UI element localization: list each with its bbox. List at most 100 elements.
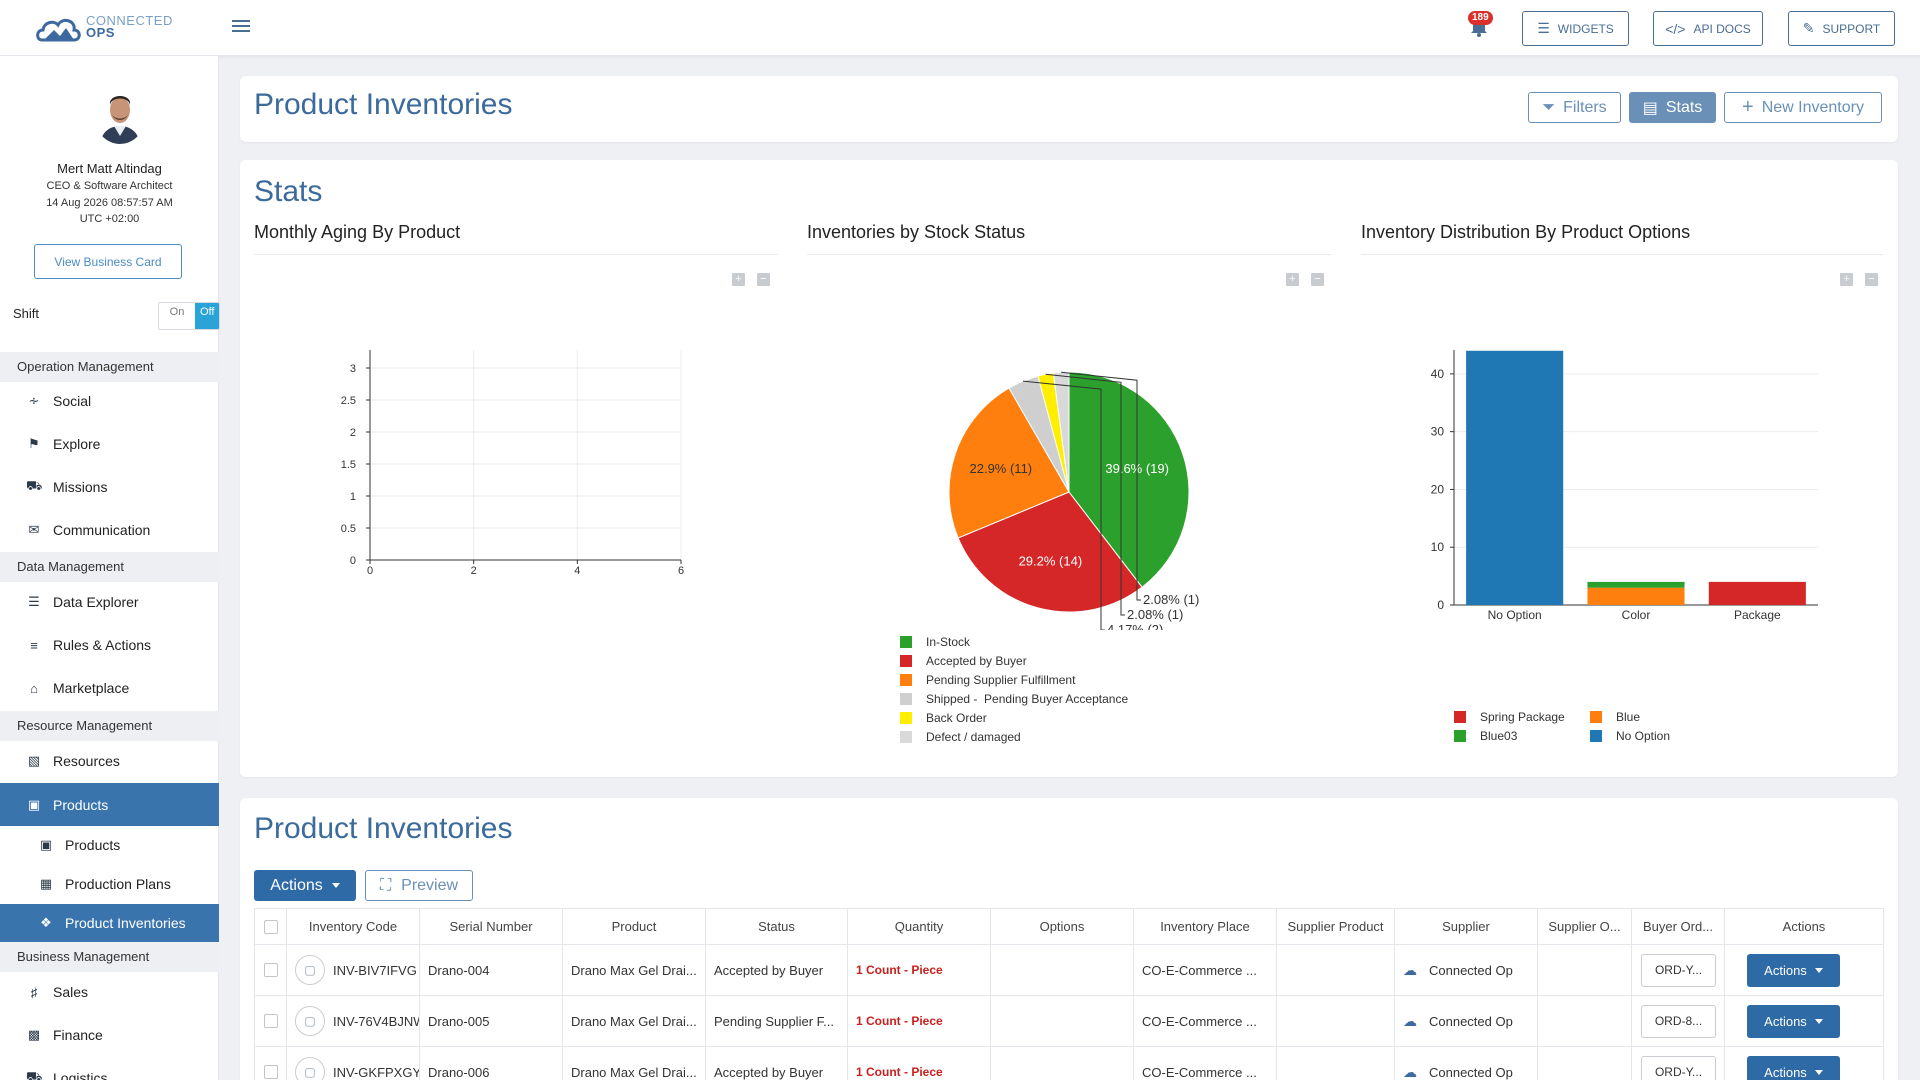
sidebar-item-explore[interactable]: ⚑ Explore [0,425,219,463]
sidebar-item-missions[interactable]: ⛟ Missions [0,468,219,506]
sidebar-subitem-production-plans[interactable]: ▦ Production Plans [0,865,219,903]
pie-legend-item[interactable]: Back Order [900,708,1128,727]
pie-slice[interactable] [948,387,1070,539]
divider [254,254,778,255]
inventory-code[interactable]: INV-76V4BJNW [333,1013,420,1029]
table-row[interactable]: ▢ INV-BIV7IFVG Drano-004 Drano Max Gel Drai… [255,945,1883,996]
view-business-card-button[interactable]: View Business Card [34,244,182,279]
pie-leader-line [1061,371,1141,601]
bar-segment[interactable] [1708,581,1806,605]
sidebar-item-products[interactable]: ▣ Products [0,783,219,826]
column-header-options[interactable]: Options [991,909,1134,944]
sidebar-item-marketplace[interactable]: ⌂ Marketplace [0,669,219,707]
zoom-out-icon[interactable]: − [1865,273,1878,286]
preview-button[interactable]: ⛶ Preview [365,870,473,901]
sidebar-item-finance[interactable]: ▩ Finance [0,1016,219,1054]
bar-legend-item[interactable]: No Option [1590,726,1710,745]
pie-legend-item[interactable]: In-Stock [900,632,1128,651]
section-business-management: Business Management [0,942,219,972]
zoom-out-icon[interactable]: − [1311,273,1324,286]
pie-legend-item[interactable]: Defect / damaged [900,727,1128,746]
buyer-order-button[interactable]: ORD-Y... [1641,953,1716,987]
inventory-code[interactable]: INV-BIV7IFVG [333,962,417,978]
table-row[interactable]: ▢ INV-GKFPXGYA Drano-006 Drano Max Gel Drai… [255,1047,1883,1080]
select-all-checkbox[interactable] [263,919,278,934]
sidebar-item-sales[interactable]: ♯ Sales [0,973,219,1011]
buyer-order-button[interactable]: ORD-Y... [1641,1055,1716,1080]
sidebar-item-resources[interactable]: ▧ Resources [0,742,219,780]
row-actions-button[interactable]: Actions [1747,1055,1840,1080]
bulk-actions-button[interactable]: Actions [254,870,356,901]
new-inventory-button[interactable]: + New Inventory [1724,92,1882,123]
pie-legend-item[interactable]: Pending Supplier Fulfillment [900,670,1128,689]
column-header-supplier-product[interactable]: Supplier Product [1277,909,1395,944]
stats-button[interactable]: ▤ Stats [1629,92,1716,123]
inventory-place: CO-E-Commerce ... [1142,962,1257,978]
table-cell: ORD-8... [1632,996,1725,1046]
pie-legend-item[interactable]: Shipped - Pending Buyer Acceptance [900,689,1128,708]
sidebar-subitem-products[interactable]: ▣ Products [0,826,219,864]
column-header-supplier[interactable]: Supplier [1395,909,1538,944]
zoom-in-icon[interactable]: + [732,273,745,286]
filters-button[interactable]: ⏷ Filters [1528,92,1621,123]
widgets-button[interactable]: ☰ WIDGETS [1522,11,1629,46]
zoom-out-icon[interactable]: − [757,273,770,286]
table-cell [991,1047,1134,1080]
pie-slice[interactable] [1068,371,1190,588]
bar-legend-item[interactable]: Blue03 [1454,726,1590,745]
row-checkbox[interactable] [263,963,278,977]
avatar[interactable] [94,86,146,144]
connected-ops-logo[interactable]: CONNECTED OPS [36,12,186,46]
column-header-inventory-code[interactable]: Inventory Code [287,909,420,944]
bar-legend-item[interactable]: Spring Package [1454,707,1590,726]
column-header-buyer-order[interactable]: Buyer Ord... [1632,909,1725,944]
bar-segment[interactable] [1466,350,1564,605]
api-docs-button[interactable]: </> API DOCS [1653,11,1763,46]
sidebar-item-communication[interactable]: ✉ Communication [0,511,219,549]
row-actions-button[interactable]: Actions [1747,1004,1840,1038]
x-tick-label: 2 [471,565,477,577]
row-checkbox[interactable] [263,1065,278,1079]
sidebar-item-logistics[interactable]: ⛟ Logistics [0,1059,219,1080]
column-header-supplier-order[interactable]: Supplier O... [1538,909,1632,944]
buyer-order-button[interactable]: ORD-8... [1641,1004,1716,1038]
table-cell: ORD-Y... [1632,1047,1725,1080]
row-checkbox[interactable] [263,1014,278,1028]
column-header-quantity[interactable]: Quantity [848,909,991,944]
shift-off-option[interactable]: Off [195,303,219,329]
table-cell [255,996,287,1046]
bar-legend-item[interactable]: Blue [1590,707,1710,726]
table-cell: ☁ Connected Op [1395,945,1538,995]
inventory-code[interactable]: INV-GKFPXGYA [333,1064,420,1080]
pie-legend-item[interactable]: Accepted by Buyer [900,651,1128,670]
table-cell: Actions [1725,996,1883,1046]
menu-toggle-icon[interactable] [232,17,250,35]
sidebar-subitem-product-inventories[interactable]: ❖ Product Inventories [0,904,219,942]
table-cell: ▢ INV-GKFPXGYA [287,1047,420,1080]
user-photo [94,86,146,144]
table-row[interactable]: ▢ INV-76V4BJNW Drano-005 Drano Max Gel Drai… [255,996,1883,1047]
column-header-serial-number[interactable]: Serial Number [420,909,563,944]
table-cell: 1 Count - Piece [848,945,991,995]
legend-swatch [900,730,912,743]
y-tick-label: 1.5 [341,459,356,471]
sidebar-item-rules-actions[interactable]: ≡ Rules & Actions [0,626,219,664]
bulk-actions-label: Actions [270,876,323,894]
zoom-in-icon[interactable]: + [1840,273,1853,286]
zoom-in-icon[interactable]: + [1286,273,1299,286]
sidebar-item-social[interactable]: ∻ Social [0,382,219,420]
shift-toggle[interactable]: On Off [158,302,220,330]
column-header-status[interactable]: Status [706,909,848,944]
support-button[interactable]: ✎ SUPPORT [1788,11,1895,46]
bar-segment[interactable] [1587,587,1685,605]
y-tick-label: 3 [350,363,356,375]
x-tick-label: Package [1734,608,1781,622]
column-header-inventory-place[interactable]: Inventory Place [1134,909,1277,944]
row-actions-button[interactable]: Actions [1747,953,1840,987]
stock-status-pie-chart: 39.6% (19)29.2% (14)22.9% (11)2.08% (1)2… [948,371,1199,630]
column-header-product[interactable]: Product [563,909,706,944]
sidebar-item-data-explorer[interactable]: ☰ Data Explorer [0,583,219,621]
user-datetime: 14 Aug 2026 08:57:57 AM [46,197,173,209]
bar-segment[interactable] [1587,581,1685,588]
shift-on-option[interactable]: On [159,303,195,329]
